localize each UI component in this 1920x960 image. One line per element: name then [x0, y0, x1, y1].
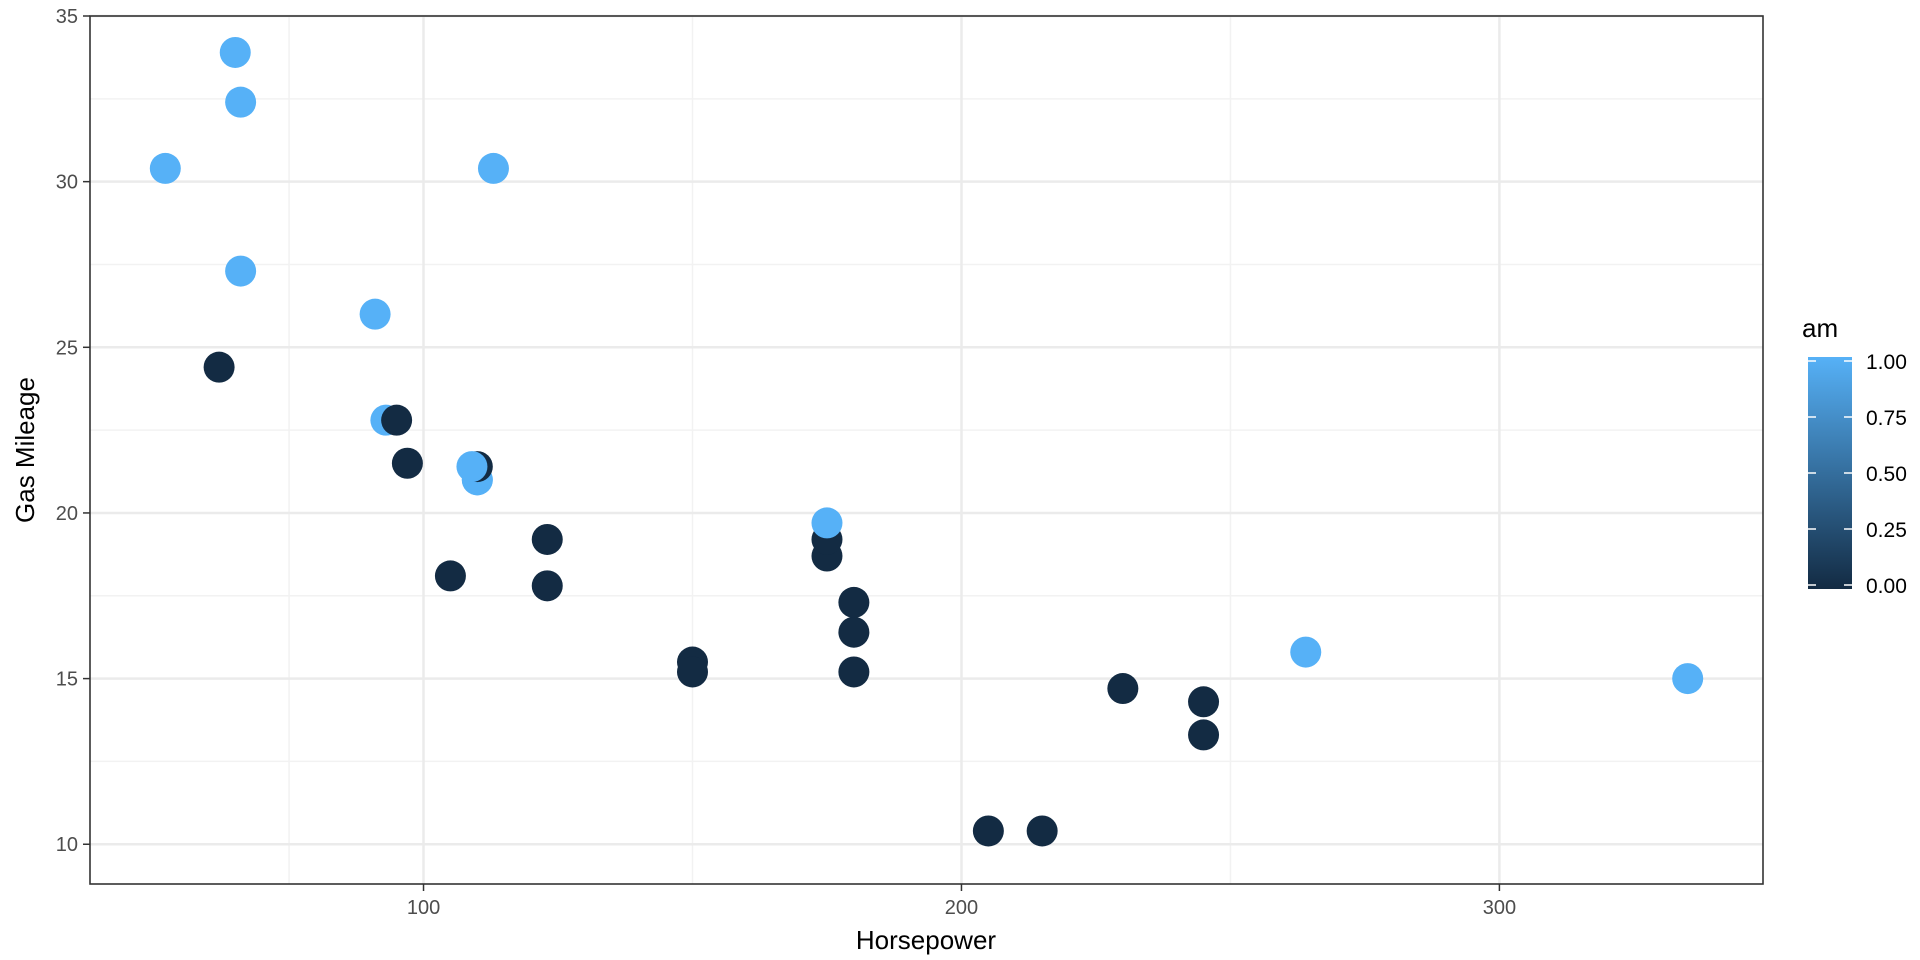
data-point	[531, 570, 563, 602]
data-point	[391, 447, 423, 479]
data-point	[811, 507, 843, 539]
y-tick-label: 35	[56, 6, 78, 28]
data-point	[676, 656, 708, 688]
data-point	[1290, 636, 1322, 668]
data-point	[456, 451, 488, 483]
data-point	[1188, 719, 1220, 751]
x-axis-title: Horsepower	[856, 925, 997, 955]
data-point	[219, 36, 251, 68]
legend-label: 1.00	[1866, 351, 1907, 374]
y-tick-label: 25	[56, 337, 78, 359]
data-point	[434, 560, 466, 592]
plot-panel-border	[89, 15, 1764, 885]
legend-label: 0.50	[1866, 463, 1907, 486]
data-point	[477, 152, 509, 184]
data-point	[203, 351, 235, 383]
data-point	[838, 616, 870, 648]
data-point	[531, 523, 563, 555]
data-point	[149, 152, 181, 184]
data-point	[359, 298, 391, 330]
y-axis-title: Gas Mileage	[10, 377, 40, 523]
y-tick-label: 20	[56, 503, 78, 525]
data-point	[381, 404, 413, 436]
x-tick-label: 200	[945, 897, 978, 919]
data-point	[1188, 686, 1220, 718]
x-tick-label: 300	[1483, 897, 1516, 919]
y-tick-label: 30	[56, 172, 78, 194]
data-point	[1107, 673, 1139, 705]
data-point	[972, 815, 1004, 847]
legend-label: 0.25	[1866, 519, 1907, 542]
legend-ticks: 0.00 0.25 0.50 0.75 1.00	[1808, 351, 1907, 598]
minor-gridlines	[90, 16, 1763, 884]
plot-panel-background	[90, 16, 1763, 884]
y-tick-label: 15	[56, 669, 78, 691]
legend-title: am	[1802, 313, 1838, 343]
x-axis-ticks: 100 200 300	[407, 884, 1516, 919]
legend-label: 0.00	[1866, 575, 1907, 598]
legend-label: 0.75	[1866, 407, 1907, 430]
data-point	[225, 255, 257, 287]
legend: am 0.00 0.25 0.50 0.75 1.00	[1802, 313, 1907, 598]
y-axis-ticks: 10 15 20 25 30 35	[56, 6, 90, 856]
x-tick-label: 100	[407, 897, 440, 919]
data-point	[1026, 815, 1058, 847]
data-point	[838, 586, 870, 618]
data-point	[1672, 663, 1704, 695]
data-points	[149, 36, 1704, 847]
data-point	[225, 86, 257, 118]
data-point	[838, 656, 870, 688]
y-tick-label: 10	[56, 834, 78, 856]
